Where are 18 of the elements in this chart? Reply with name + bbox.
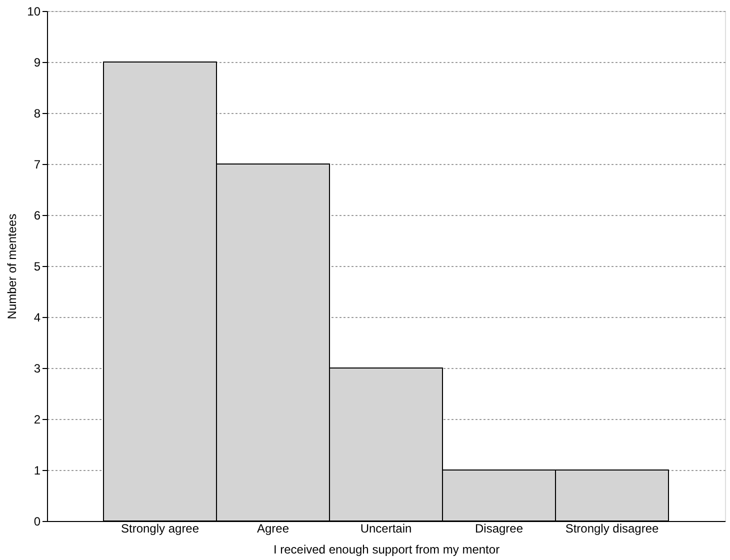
x-tick-label: Uncertain: [360, 522, 412, 536]
y-tick-label: 7: [34, 158, 41, 172]
y-axis-title: Number of mentees: [5, 214, 20, 320]
y-tick-label: 3: [34, 362, 41, 376]
x-tick-label: Strongly disagree: [565, 522, 660, 536]
x-tick-label: Disagree: [474, 522, 524, 536]
x-tick-label: Strongly agree: [120, 522, 200, 536]
y-tick-label: 5: [34, 260, 41, 274]
y-tick-label: 1: [34, 464, 41, 478]
y-tick-label: 2: [34, 412, 41, 426]
y-tick-label: 9: [34, 56, 41, 70]
y-tick-label: 10: [27, 4, 41, 18]
x-axis-title: I received enough support from my mentor: [273, 542, 500, 556]
x-tick-label: Agree: [256, 522, 290, 536]
y-tick-label: 8: [34, 106, 41, 120]
y-tick-label: 0: [34, 514, 41, 528]
y-tick-label: 6: [34, 208, 41, 222]
y-tick-label: 4: [34, 310, 41, 324]
